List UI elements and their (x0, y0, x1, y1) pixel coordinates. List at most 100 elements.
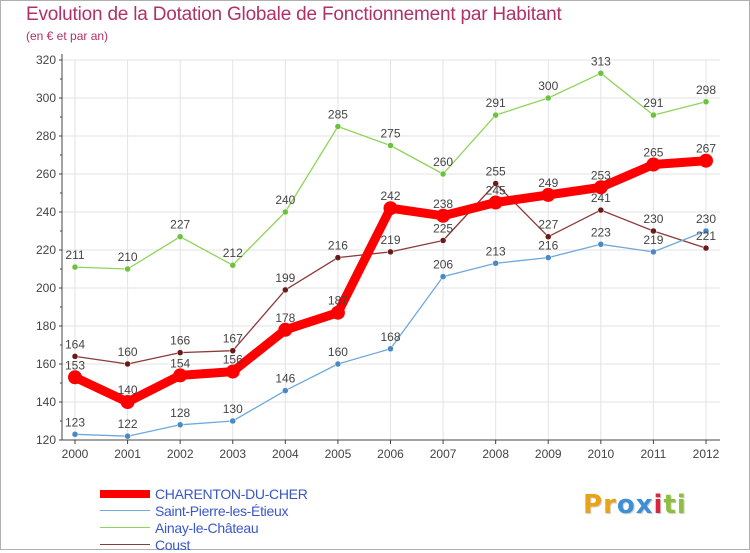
data-label: 187 (328, 294, 348, 308)
data-label: 227 (170, 218, 190, 232)
data-label: 167 (223, 332, 243, 346)
data-label: 225 (433, 222, 453, 236)
data-label: 160 (328, 345, 348, 359)
data-point-charenton-du-cher (278, 322, 293, 337)
data-point-charenton-du-cher (699, 153, 713, 168)
data-point-saint-pierre-les-tieux (650, 248, 657, 256)
y-tick-label: 140 (36, 395, 56, 409)
data-label: 238 (433, 197, 453, 211)
data-point-coust (176, 349, 184, 356)
data-label: 260 (433, 155, 453, 169)
data-label: 210 (118, 250, 138, 264)
logo-letter: t (663, 490, 677, 520)
logo-letter: x (635, 490, 654, 520)
chart-legend: CHARENTON-DU-CHER Saint-Pierre-les-Étieux… (100, 485, 308, 553)
data-point-coust (702, 244, 710, 252)
legend-swatch (100, 509, 150, 512)
data-point-charenton-du-cher (436, 208, 451, 223)
data-label: 267 (696, 142, 716, 156)
data-point-ainay-le-ch-teau (387, 142, 394, 149)
data-point-coust (545, 233, 552, 240)
data-label: 221 (696, 229, 716, 243)
x-tick-label: 2011 (641, 447, 667, 461)
x-tick-label: 2006 (377, 447, 404, 461)
data-point-coust (229, 347, 236, 354)
legend-item: CHARENTON-DU-CHER (100, 485, 308, 502)
data-point-saint-pierre-les-tieux (229, 417, 236, 425)
data-point-saint-pierre-les-tieux (334, 360, 342, 368)
x-tick-label: 2009 (535, 447, 562, 461)
legend-swatch (100, 526, 150, 529)
legend-label: CHARENTON-DU-CHER (155, 485, 308, 502)
data-label: 227 (538, 218, 558, 232)
data-point-charenton-du-cher (383, 201, 398, 216)
data-point-charenton-du-cher (646, 157, 661, 172)
data-label: 249 (538, 176, 558, 190)
logo-letter: i (653, 490, 664, 520)
data-point-ainay-le-ch-teau (702, 98, 710, 106)
data-point-saint-pierre-les-tieux (71, 431, 79, 438)
logo-letter: o (616, 490, 636, 520)
legend-item: Ainay-le-Château (100, 519, 308, 536)
data-point-charenton-du-cher (173, 368, 188, 383)
y-tick-label: 300 (36, 91, 56, 105)
data-label: 253 (591, 168, 611, 182)
data-point-coust (439, 237, 447, 244)
legend-item: Saint-Pierre-les-Étieux (100, 502, 308, 519)
data-label: 154 (170, 356, 190, 370)
data-label: 275 (380, 127, 400, 141)
data-point-ainay-le-ch-teau (597, 70, 605, 77)
data-point-ainay-le-ch-teau (334, 123, 342, 130)
data-label: 291 (643, 96, 663, 110)
data-point-saint-pierre-les-tieux (282, 387, 289, 394)
data-point-ainay-le-ch-teau (439, 170, 447, 178)
y-tick-label: 320 (36, 53, 56, 67)
data-label: 156 (223, 353, 243, 367)
y-tick-label: 280 (36, 129, 56, 143)
data-point-charenton-du-cher (593, 180, 608, 195)
data-point-ainay-le-ch-teau (492, 111, 499, 119)
data-point-coust (71, 353, 79, 360)
data-label: 166 (170, 334, 190, 348)
data-point-coust (124, 360, 131, 368)
data-label: 130 (223, 402, 243, 416)
y-tick-label: 120 (36, 433, 56, 447)
data-label: 123 (65, 415, 85, 429)
data-label: 206 (433, 258, 453, 272)
data-label: 178 (275, 311, 295, 325)
data-label: 160 (118, 345, 138, 359)
logo-letter: r (603, 490, 617, 520)
legend-label: Saint-Pierre-les-Étieux (155, 502, 289, 519)
data-label: 241 (591, 191, 611, 205)
data-label: 164 (65, 337, 85, 351)
x-tick-label: 2001 (114, 447, 141, 461)
data-label: 230 (643, 212, 663, 226)
data-point-charenton-du-cher (120, 395, 135, 409)
data-point-saint-pierre-les-tieux (702, 227, 710, 235)
x-tick-label: 2000 (62, 447, 89, 461)
data-label: 122 (118, 417, 138, 431)
y-tick-label: 240 (36, 205, 56, 219)
data-label: 255 (486, 165, 506, 179)
data-point-saint-pierre-les-tieux (124, 432, 131, 440)
data-label: 211 (65, 248, 84, 262)
legend-label: Ainay-le-Château (155, 519, 259, 536)
data-label: 199 (275, 271, 295, 285)
data-point-charenton-du-cher (330, 305, 345, 320)
data-label: 140 (118, 383, 138, 397)
x-tick-label: 2012 (693, 447, 720, 461)
data-point-saint-pierre-les-tieux (439, 273, 447, 280)
data-label: 216 (328, 239, 348, 253)
data-label: 245 (486, 184, 506, 198)
data-label: 216 (538, 239, 558, 253)
data-point-ainay-le-ch-teau (545, 94, 552, 102)
data-point-charenton-du-cher (68, 370, 82, 385)
data-label: 240 (275, 193, 295, 207)
data-point-charenton-du-cher (541, 187, 556, 202)
y-tick-label: 220 (36, 243, 56, 257)
data-label: 230 (696, 212, 716, 226)
data-label: 242 (380, 189, 400, 203)
data-point-coust (492, 180, 499, 187)
y-tick-label: 260 (36, 167, 56, 181)
